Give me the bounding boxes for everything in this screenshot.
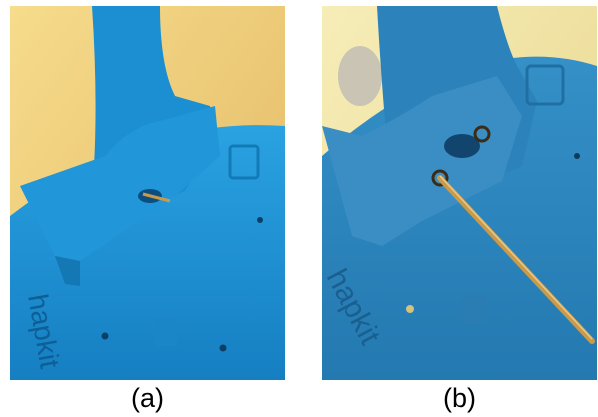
shaft-pin (142, 192, 171, 203)
bearing (473, 125, 491, 143)
screw-hole (101, 332, 109, 340)
screw-hole (257, 217, 263, 223)
mount-tab (462, 296, 486, 324)
screw-hole (406, 305, 414, 313)
photo-b-illustration: hapkit (322, 6, 597, 380)
screw-hole (574, 153, 580, 159)
bracket-block (20, 106, 220, 261)
photo-panel-b: hapkit (322, 6, 597, 380)
shaft-hole (444, 134, 480, 158)
bearing (431, 169, 449, 187)
photo-a-illustration: hapkit (10, 6, 285, 380)
bracket-block (322, 76, 522, 246)
photo-panel-a: hapkit (10, 6, 285, 380)
caption-b: (b) (443, 383, 476, 413)
metal-cylinder (338, 46, 382, 106)
caption-a: (a) (131, 383, 164, 413)
logo-emblem (228, 144, 260, 180)
mount-tab (155, 318, 177, 346)
screw-hole (219, 344, 227, 352)
logo-emblem (525, 64, 565, 106)
brass-rod (437, 175, 595, 344)
